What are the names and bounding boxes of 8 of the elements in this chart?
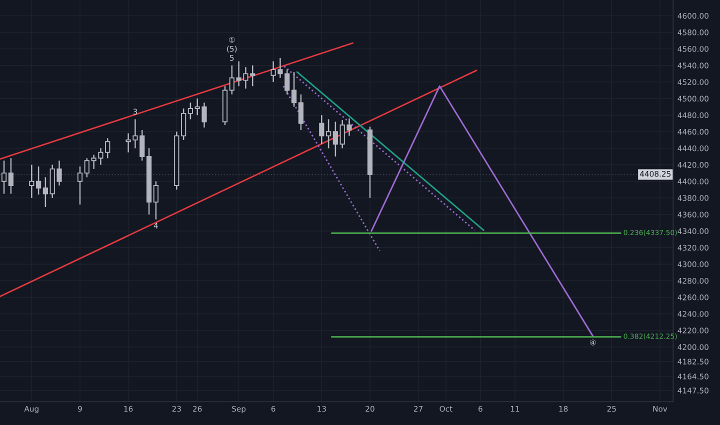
candlestick <box>298 94 304 131</box>
candlestick <box>36 166 42 196</box>
candlestick <box>8 158 14 194</box>
candlestick <box>319 114 324 145</box>
candlestick <box>250 64 256 87</box>
candlestick <box>42 176 48 208</box>
candlestick <box>291 71 297 108</box>
candlestick <box>332 121 338 158</box>
